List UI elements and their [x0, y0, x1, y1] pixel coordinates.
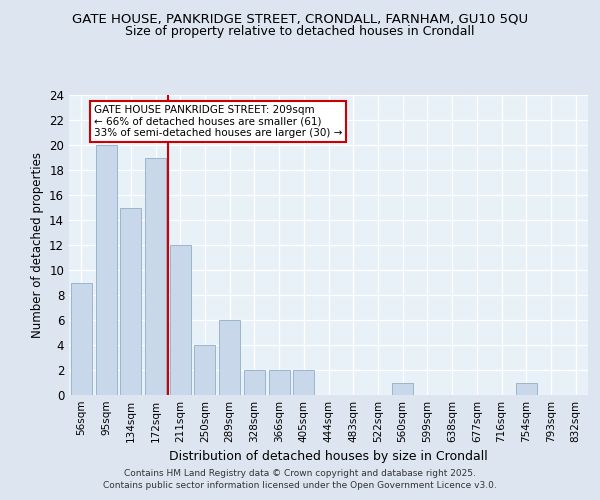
- Bar: [392, 382, 413, 395]
- Bar: [120, 208, 141, 395]
- Bar: [293, 370, 314, 395]
- Text: GATE HOUSE PANKRIDGE STREET: 209sqm
← 66% of detached houses are smaller (61)
33: GATE HOUSE PANKRIDGE STREET: 209sqm ← 66…: [94, 105, 342, 138]
- Text: Size of property relative to detached houses in Crondall: Size of property relative to detached ho…: [125, 24, 475, 38]
- Bar: [145, 158, 166, 395]
- Bar: [244, 370, 265, 395]
- Bar: [170, 245, 191, 395]
- Y-axis label: Number of detached properties: Number of detached properties: [31, 152, 44, 338]
- Bar: [269, 370, 290, 395]
- Bar: [71, 282, 92, 395]
- Bar: [194, 345, 215, 395]
- Bar: [516, 382, 537, 395]
- Text: GATE HOUSE, PANKRIDGE STREET, CRONDALL, FARNHAM, GU10 5QU: GATE HOUSE, PANKRIDGE STREET, CRONDALL, …: [72, 12, 528, 26]
- Text: Contains HM Land Registry data © Crown copyright and database right 2025.: Contains HM Land Registry data © Crown c…: [124, 470, 476, 478]
- X-axis label: Distribution of detached houses by size in Crondall: Distribution of detached houses by size …: [169, 450, 488, 464]
- Text: Contains public sector information licensed under the Open Government Licence v3: Contains public sector information licen…: [103, 480, 497, 490]
- Bar: [219, 320, 240, 395]
- Bar: [95, 145, 116, 395]
